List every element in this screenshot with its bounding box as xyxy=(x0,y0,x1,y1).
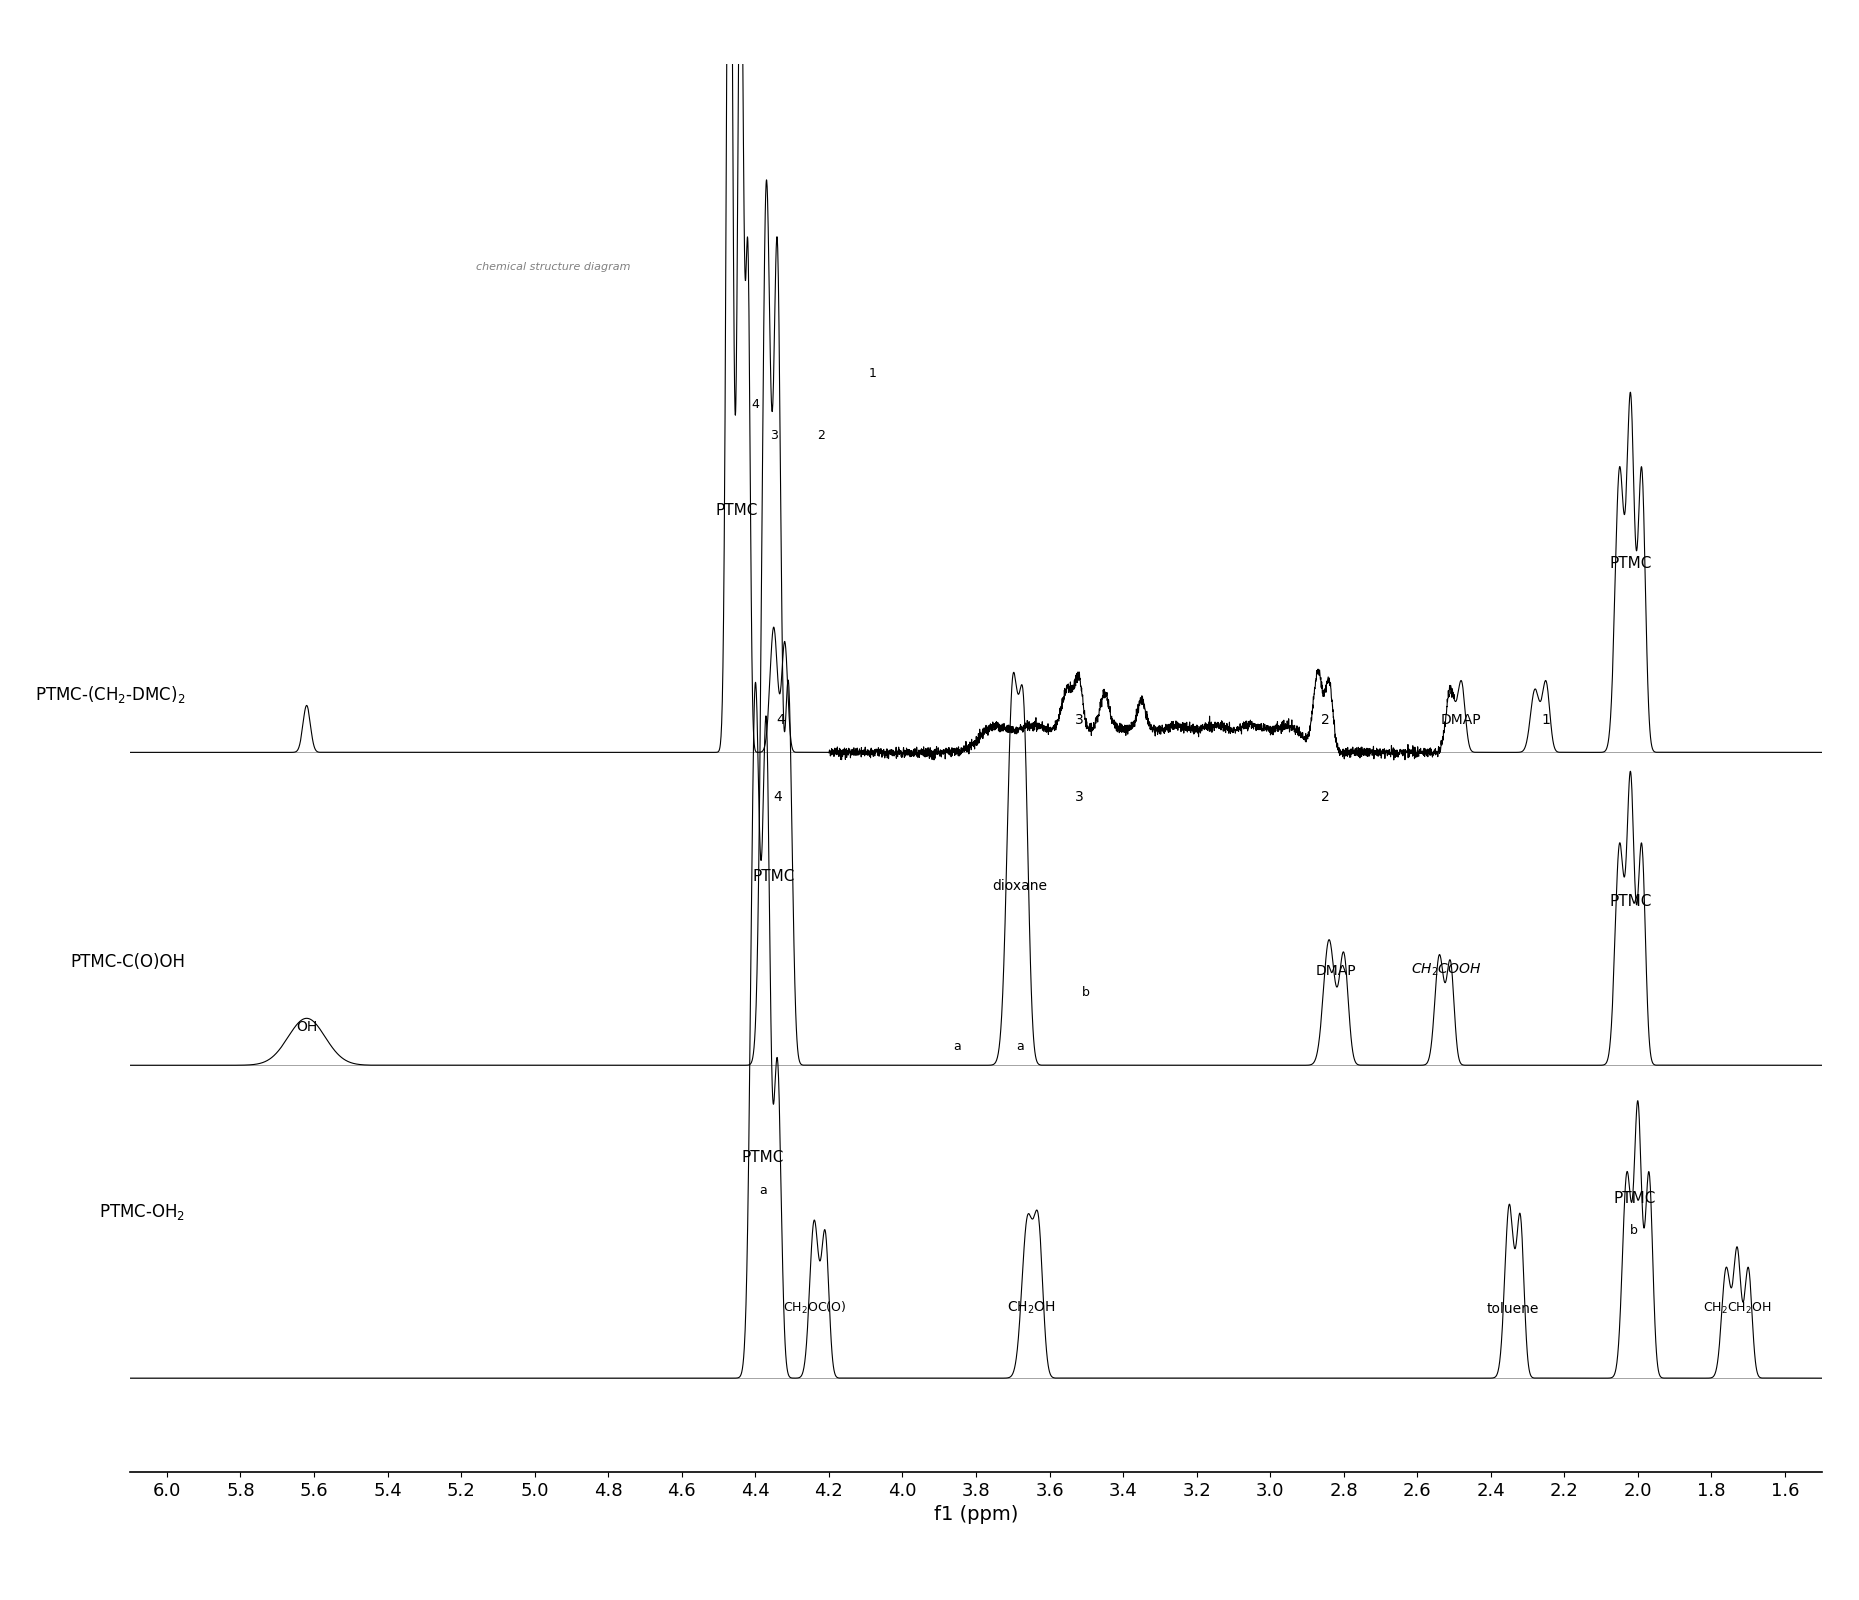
Text: 4: 4 xyxy=(773,790,783,803)
X-axis label: f1 (ppm): f1 (ppm) xyxy=(933,1506,1019,1525)
Text: PTMC: PTMC xyxy=(1610,555,1653,571)
Text: b: b xyxy=(1082,987,1089,1000)
Text: dioxane: dioxane xyxy=(993,878,1048,893)
Text: 2: 2 xyxy=(818,429,825,443)
Text: PTMC: PTMC xyxy=(716,502,758,518)
Text: PTMC: PTMC xyxy=(1614,1190,1656,1206)
Text: a: a xyxy=(1017,1040,1024,1053)
Text: 4: 4 xyxy=(751,398,758,411)
Text: CH$_2$CH$_2$OH: CH$_2$CH$_2$OH xyxy=(1703,1301,1772,1315)
Text: PTMC: PTMC xyxy=(1610,894,1653,909)
Text: PTMC: PTMC xyxy=(753,869,796,883)
Text: 4: 4 xyxy=(777,714,786,728)
Text: PTMC-OH$_2$: PTMC-OH$_2$ xyxy=(99,1202,186,1222)
Text: CH$_2$OH: CH$_2$OH xyxy=(1008,1299,1056,1315)
Text: DMAP: DMAP xyxy=(1316,963,1357,978)
Text: OH: OH xyxy=(296,1019,318,1034)
Text: PTMC-C(O)OH: PTMC-C(O)OH xyxy=(71,954,186,971)
Text: PTMC-(CH$_2$-DMC)$_2$: PTMC-(CH$_2$-DMC)$_2$ xyxy=(35,685,186,706)
Text: 2: 2 xyxy=(1322,790,1329,803)
Text: toluene: toluene xyxy=(1487,1301,1539,1315)
Text: a: a xyxy=(758,1184,766,1197)
Text: CH$_2$OC(O): CH$_2$OC(O) xyxy=(783,1299,846,1315)
Text: b: b xyxy=(1630,1224,1638,1237)
Text: 3: 3 xyxy=(1075,790,1084,803)
Text: 3: 3 xyxy=(770,429,777,443)
Text: 1: 1 xyxy=(1541,714,1550,728)
Text: 1: 1 xyxy=(868,366,877,379)
Text: CH$_2$COOH: CH$_2$COOH xyxy=(1411,962,1482,978)
Text: a: a xyxy=(954,1040,961,1053)
Text: 2: 2 xyxy=(1322,714,1329,728)
Text: 3: 3 xyxy=(1075,714,1084,728)
Text: chemical structure diagram: chemical structure diagram xyxy=(476,262,630,272)
Text: DMAP: DMAP xyxy=(1441,714,1482,728)
Text: PTMC: PTMC xyxy=(742,1150,784,1165)
